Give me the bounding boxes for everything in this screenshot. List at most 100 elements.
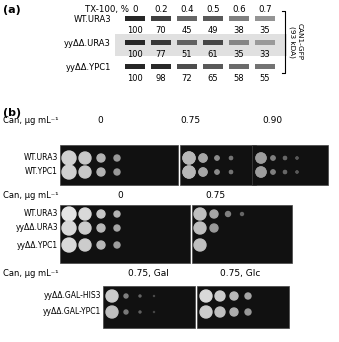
Text: 98: 98: [156, 74, 166, 83]
Circle shape: [199, 154, 207, 162]
Bar: [180, 145, 256, 185]
Circle shape: [183, 166, 195, 178]
Bar: [229, 39, 249, 44]
Text: 61: 61: [208, 50, 218, 59]
Circle shape: [271, 156, 275, 160]
Circle shape: [183, 152, 195, 164]
Circle shape: [114, 225, 120, 231]
Circle shape: [79, 166, 91, 178]
Bar: [252, 145, 328, 185]
Circle shape: [296, 157, 298, 159]
Bar: [103, 286, 195, 328]
Circle shape: [230, 157, 233, 159]
Text: 0.75, Gal: 0.75, Gal: [127, 269, 168, 278]
Text: 35: 35: [260, 26, 270, 35]
Circle shape: [271, 156, 275, 160]
Circle shape: [79, 239, 91, 251]
Circle shape: [200, 290, 212, 302]
Bar: [177, 39, 197, 44]
Circle shape: [230, 292, 238, 300]
Circle shape: [271, 170, 275, 174]
Circle shape: [97, 154, 105, 162]
Text: WT.URA3: WT.URA3: [24, 154, 58, 162]
Circle shape: [230, 171, 233, 173]
Circle shape: [240, 212, 243, 215]
Text: Can, μg mL⁻¹: Can, μg mL⁻¹: [3, 269, 59, 278]
Circle shape: [62, 207, 76, 221]
Text: 72: 72: [182, 74, 192, 83]
Bar: [125, 39, 145, 44]
Text: 0.90: 0.90: [262, 116, 282, 125]
Text: (b): (b): [3, 108, 21, 118]
Circle shape: [215, 291, 225, 301]
Text: 38: 38: [234, 26, 244, 35]
Circle shape: [296, 171, 298, 173]
Circle shape: [106, 290, 118, 302]
Circle shape: [154, 295, 155, 297]
Bar: [125, 15, 145, 21]
Circle shape: [79, 208, 91, 220]
Text: 49: 49: [208, 26, 218, 35]
Circle shape: [194, 208, 206, 220]
Text: WT.YPC1: WT.YPC1: [25, 168, 58, 176]
Bar: [197, 286, 289, 328]
Bar: [255, 64, 275, 68]
Circle shape: [114, 242, 120, 248]
Circle shape: [230, 171, 233, 173]
Bar: [151, 15, 171, 21]
Text: 0.75, Glc: 0.75, Glc: [220, 269, 260, 278]
Circle shape: [215, 170, 219, 174]
Circle shape: [215, 170, 219, 174]
Bar: [125, 64, 145, 68]
Bar: [229, 64, 249, 68]
Bar: [177, 64, 197, 68]
Text: 0: 0: [117, 191, 123, 200]
Circle shape: [256, 153, 266, 163]
Circle shape: [183, 152, 195, 164]
Bar: [151, 39, 171, 44]
Circle shape: [210, 210, 218, 218]
Text: 0: 0: [97, 116, 103, 125]
Bar: [115, 34, 287, 56]
Text: yyΔΔ.URA3: yyΔΔ.URA3: [64, 39, 111, 48]
Text: 33: 33: [260, 50, 271, 59]
Text: 100: 100: [127, 26, 143, 35]
Circle shape: [62, 151, 76, 165]
Circle shape: [245, 309, 251, 315]
Circle shape: [256, 167, 266, 177]
Text: 65: 65: [208, 74, 218, 83]
Bar: [177, 15, 197, 21]
Bar: [255, 15, 275, 21]
Circle shape: [296, 157, 298, 159]
Bar: [60, 205, 190, 263]
Circle shape: [215, 156, 219, 160]
Text: 0.2: 0.2: [154, 5, 168, 14]
Text: 0.7: 0.7: [258, 5, 272, 14]
Circle shape: [194, 239, 206, 251]
Bar: [60, 145, 178, 185]
Text: yyΔΔ.YPC1: yyΔΔ.YPC1: [17, 240, 58, 250]
Text: 55: 55: [260, 74, 270, 83]
Bar: [203, 15, 223, 21]
Circle shape: [256, 153, 266, 163]
Circle shape: [97, 210, 105, 218]
Circle shape: [62, 221, 76, 235]
Circle shape: [97, 241, 105, 249]
Circle shape: [283, 171, 286, 173]
Circle shape: [215, 307, 225, 317]
Circle shape: [114, 211, 120, 217]
Circle shape: [230, 157, 233, 159]
Circle shape: [139, 295, 141, 297]
Text: 70: 70: [156, 26, 166, 35]
Circle shape: [215, 156, 219, 160]
Bar: [255, 39, 275, 44]
Text: Can, μg mL⁻¹: Can, μg mL⁻¹: [3, 191, 59, 200]
Bar: [203, 64, 223, 68]
Circle shape: [139, 311, 141, 313]
Circle shape: [79, 152, 91, 164]
Circle shape: [97, 224, 105, 232]
Circle shape: [199, 168, 207, 176]
Text: Can, μg mL⁻¹: Can, μg mL⁻¹: [3, 116, 59, 125]
Circle shape: [114, 155, 120, 161]
Circle shape: [283, 171, 286, 173]
